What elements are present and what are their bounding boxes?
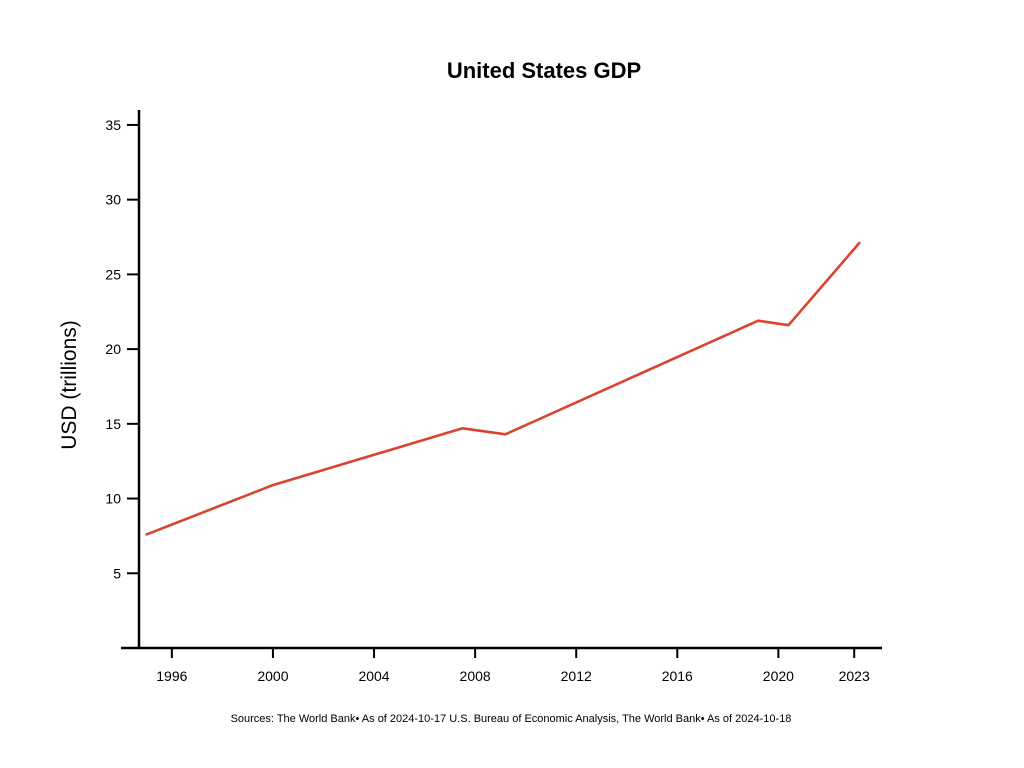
x-axis-ticks: 1996 2000 2004 2008 2012 2016 2020 2023 [156,648,870,684]
y-tick-label: 35 [105,117,121,133]
series-layer [145,241,861,536]
x-tick-label: 2023 [839,668,870,684]
x-tick-label: 2008 [460,668,491,684]
x-tick-label: 2020 [763,668,794,684]
y-tick-label: 15 [105,416,121,432]
y-tick-label: 10 [105,491,121,507]
x-tick-label: 1996 [156,668,187,684]
y-tick-label: 25 [105,266,121,282]
source-footnote: Sources: The World Bank• As of 2024-10-1… [231,713,792,725]
y-tick-label: 20 [105,341,121,357]
x-tick-label: 2016 [662,668,693,684]
x-tick-label: 2012 [561,668,592,684]
y-tick-label: 30 [105,192,121,208]
x-tick-label: 2004 [358,668,389,684]
y-axis-ticks: 5 10 15 20 25 30 35 [105,117,139,581]
y-axis-label: USD (trillions) [58,320,81,450]
x-tick-label: 2000 [257,668,288,684]
series-line-1 [145,241,861,536]
chart-title: United States GDP [447,58,641,83]
y-tick-label: 5 [113,565,121,581]
